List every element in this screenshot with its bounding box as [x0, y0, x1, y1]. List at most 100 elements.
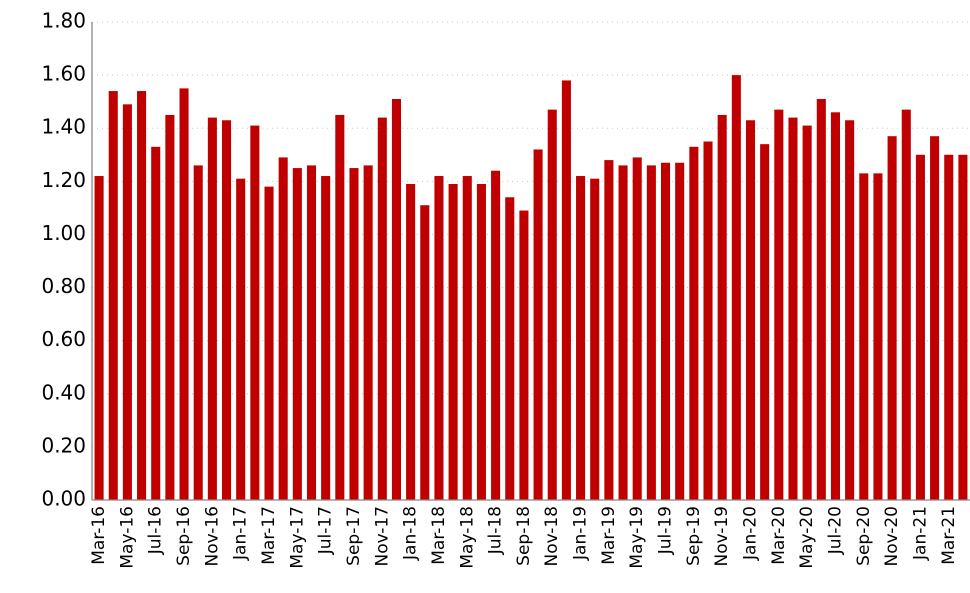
y-tick-label: 1.00 [41, 221, 86, 245]
bar [873, 173, 883, 500]
bar [576, 176, 586, 500]
bar [646, 165, 656, 500]
x-tick-label: Nov-19 [712, 506, 732, 567]
bar [292, 168, 302, 501]
bar [830, 112, 840, 501]
x-tick-label: Jul-16 [146, 506, 166, 555]
bar [391, 99, 401, 500]
bar [193, 165, 203, 500]
bar [137, 91, 147, 501]
bar [816, 99, 826, 500]
x-tick-label: May-17 [287, 506, 307, 569]
bar [151, 146, 161, 501]
bar [561, 80, 571, 500]
bar [505, 197, 515, 500]
x-tick-label: Jul-18 [486, 506, 506, 555]
bar [250, 125, 260, 501]
y-tick-label: 0.40 [41, 380, 86, 404]
x-tick-label: Sep-17 [344, 506, 364, 566]
x-tick-label: Jul-20 [825, 506, 845, 555]
x-tick-label: Mar-18 [429, 506, 449, 565]
bar [321, 176, 331, 500]
x-tick-label: Jul-19 [656, 506, 676, 555]
bar [94, 176, 104, 500]
bar [533, 149, 543, 500]
bar [689, 146, 699, 501]
bar [802, 125, 812, 501]
bar [406, 183, 416, 500]
bar [675, 162, 685, 500]
x-tick-label: Mar-16 [89, 506, 109, 565]
bar [122, 104, 132, 501]
bar [448, 183, 458, 500]
x-tick-label: Jan-18 [401, 506, 421, 561]
x-tick-label: Nov-16 [202, 506, 222, 567]
x-tick-label: Nov-18 [542, 506, 562, 567]
bar [774, 109, 784, 500]
y-tick-label: 1.40 [41, 115, 86, 139]
bar [590, 178, 600, 500]
bar [887, 136, 897, 500]
x-tick-label: May-18 [457, 506, 477, 569]
bar [165, 114, 175, 500]
bar [760, 144, 770, 500]
bar [491, 170, 501, 500]
x-tick-label: Sep-19 [684, 506, 704, 566]
bar [335, 114, 345, 500]
x-tick-label: Sep-20 [854, 506, 874, 566]
bar [547, 109, 557, 500]
bar [363, 165, 373, 500]
x-tick-label: Mar-20 [769, 506, 789, 565]
bar [717, 114, 727, 500]
bar [745, 120, 756, 500]
bar [264, 186, 274, 500]
bar [859, 173, 869, 500]
bar [632, 157, 642, 500]
bar [944, 154, 954, 500]
bar [845, 120, 855, 500]
bar [207, 117, 217, 500]
bar [462, 176, 472, 500]
x-tick-label: Jul-17 [316, 506, 336, 555]
x-tick-label: Nov-20 [882, 506, 902, 567]
x-tick-label: Jan-17 [231, 506, 251, 561]
x-tick-label: Sep-16 [174, 506, 194, 566]
bar [519, 210, 529, 501]
y-tick-label: 1.80 [41, 9, 86, 33]
x-tick-label: May-16 [117, 506, 137, 569]
bar [661, 162, 671, 500]
bar [930, 136, 940, 500]
x-tick-label: May-20 [797, 506, 817, 569]
bar [108, 91, 118, 501]
y-tick-label: 1.60 [41, 62, 86, 86]
bar [306, 165, 317, 500]
x-tick-label: Jan-20 [741, 506, 761, 561]
bar [236, 178, 246, 500]
x-tick-label: Mar-21 [939, 506, 959, 565]
y-tick-label: 1.20 [41, 168, 86, 192]
y-tick-label: 0.80 [41, 274, 86, 298]
y-tick-label: 0.60 [41, 327, 86, 351]
x-tick-label: May-19 [627, 506, 647, 569]
bar [349, 168, 359, 501]
x-tick-label: Mar-17 [259, 506, 279, 565]
bar [179, 88, 189, 500]
bar [278, 157, 288, 500]
x-tick-label: Mar-19 [599, 506, 619, 565]
bar [434, 176, 444, 500]
bar [915, 154, 925, 500]
bar [618, 165, 628, 500]
x-tick-label: Sep-18 [514, 506, 534, 566]
bar [731, 75, 741, 500]
bar [703, 141, 713, 500]
x-tick-label: Jan-21 [910, 506, 930, 561]
bar [901, 109, 911, 500]
bar [222, 120, 232, 500]
bar [377, 117, 387, 500]
x-tick-label: Jan-19 [571, 506, 591, 561]
bar [476, 183, 486, 500]
bar [788, 117, 798, 500]
y-tick-label: 0.00 [41, 487, 86, 511]
